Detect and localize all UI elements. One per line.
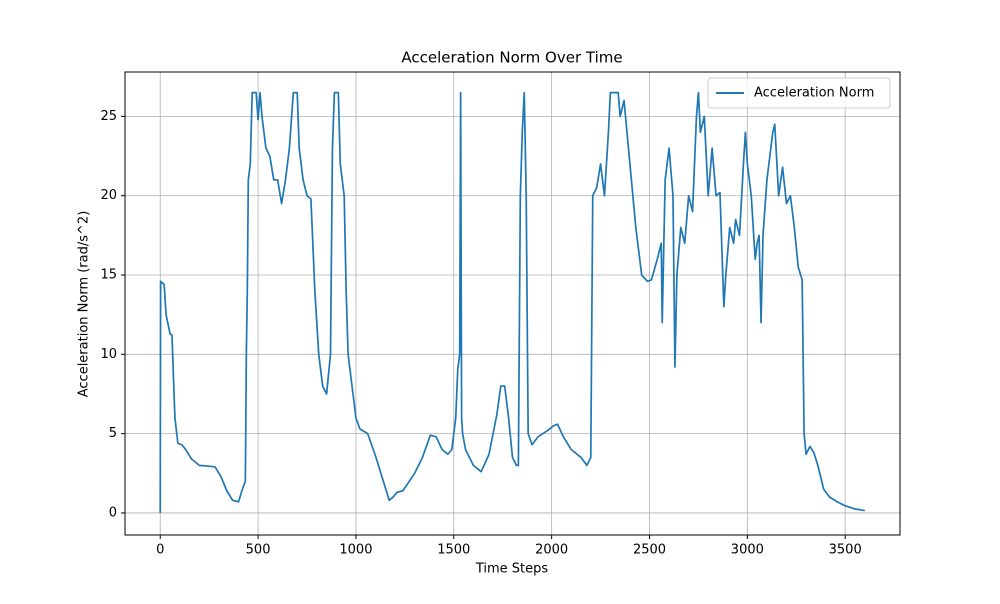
- y-tick-label: 15: [100, 268, 117, 283]
- y-axis-label: Acceleration Norm (rad/s^2): [77, 211, 92, 398]
- y-tick-label: 25: [100, 109, 117, 124]
- x-tick-label: 2500: [633, 543, 666, 558]
- data-line: [159, 91, 865, 513]
- x-tick-label: 3500: [829, 543, 862, 558]
- chart-title: Acceleration Norm Over Time: [401, 49, 622, 67]
- y-tick-label: 0: [109, 505, 117, 520]
- x-tick-label: 3000: [731, 543, 764, 558]
- x-tick-label: 1000: [339, 543, 372, 558]
- plot-frame: [124, 71, 901, 536]
- x-tick-label: 0: [156, 543, 164, 558]
- y-tick-label: 20: [100, 188, 117, 203]
- y-tick-label: 5: [109, 426, 117, 441]
- legend-label: Acceleration Norm: [754, 86, 874, 101]
- y-tick-label: 10: [100, 347, 117, 362]
- x-axis-label: Time Steps: [475, 562, 549, 577]
- x-tick-label: 2000: [535, 543, 568, 558]
- legend-box: [707, 77, 891, 109]
- x-tick-label: 500: [246, 543, 271, 558]
- x-tick-label: 1500: [437, 543, 470, 558]
